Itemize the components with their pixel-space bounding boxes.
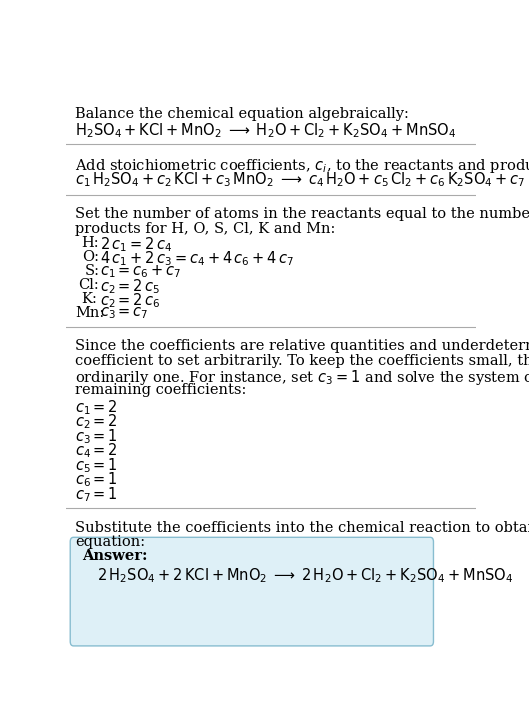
Text: Mn:: Mn:	[75, 305, 104, 320]
Text: K:: K:	[81, 292, 97, 305]
Text: equation:: equation:	[75, 535, 145, 549]
Text: products for H, O, S, Cl, K and Mn:: products for H, O, S, Cl, K and Mn:	[75, 222, 335, 236]
Text: Since the coefficients are relative quantities and underdetermined, choose a: Since the coefficients are relative quan…	[75, 339, 529, 353]
Text: $4\,c_1 + 2\,c_3 = c_4 + 4\,c_6 + 4\,c_7$: $4\,c_1 + 2\,c_3 = c_4 + 4\,c_6 + 4\,c_7…	[100, 249, 294, 268]
Text: remaining coefficients:: remaining coefficients:	[75, 383, 247, 397]
Text: $c_7 = 1$: $c_7 = 1$	[75, 485, 118, 504]
Text: Answer:: Answer:	[83, 549, 148, 563]
Text: $c_1\,\mathrm{H_2SO_4} + c_2\,\mathrm{KCl} + c_3\,\mathrm{MnO_2} \;\longrightarr: $c_1\,\mathrm{H_2SO_4} + c_2\,\mathrm{KC…	[75, 170, 529, 189]
Text: Substitute the coefficients into the chemical reaction to obtain the balanced: Substitute the coefficients into the che…	[75, 521, 529, 534]
FancyBboxPatch shape	[70, 537, 433, 646]
Text: $c_6 = 1$: $c_6 = 1$	[75, 470, 118, 489]
Text: $c_1 = 2$: $c_1 = 2$	[75, 398, 118, 417]
Text: $2\,c_1 = 2\,c_4$: $2\,c_1 = 2\,c_4$	[100, 236, 172, 254]
Text: $c_3 = 1$: $c_3 = 1$	[75, 427, 118, 446]
Text: $c_5 = 1$: $c_5 = 1$	[75, 456, 118, 475]
Text: S:: S:	[85, 264, 100, 278]
Text: $c_2 = 2\,c_5$: $c_2 = 2\,c_5$	[100, 278, 160, 297]
Text: $\mathrm{H_2SO_4 + KCl + MnO_2 \;\longrightarrow\; H_2O + Cl_2 + K_2SO_4 + MnSO_: $\mathrm{H_2SO_4 + KCl + MnO_2 \;\longri…	[75, 121, 457, 140]
Text: Cl:: Cl:	[78, 278, 99, 292]
Text: $c_2 = 2$: $c_2 = 2$	[75, 412, 118, 431]
Text: ordinarily one. For instance, set $c_3 = 1$ and solve the system of equations fo: ordinarily one. For instance, set $c_3 =…	[75, 369, 529, 387]
Text: O:: O:	[81, 249, 99, 264]
Text: Balance the chemical equation algebraically:: Balance the chemical equation algebraica…	[75, 108, 409, 121]
Text: $2\,\mathrm{H_2SO_4} + 2\,\mathrm{KCl} + \mathrm{MnO_2} \;\longrightarrow\; 2\,\: $2\,\mathrm{H_2SO_4} + 2\,\mathrm{KCl} +…	[97, 566, 513, 585]
Text: $c_2 = 2\,c_6$: $c_2 = 2\,c_6$	[100, 292, 160, 310]
Text: $c_1 = c_6 + c_7$: $c_1 = c_6 + c_7$	[100, 264, 181, 281]
Text: Add stoichiometric coefficients, $c_i$, to the reactants and products:: Add stoichiometric coefficients, $c_i$, …	[75, 156, 529, 174]
Text: $c_4 = 2$: $c_4 = 2$	[75, 441, 118, 460]
Text: $c_3 = c_7$: $c_3 = c_7$	[100, 305, 148, 321]
Text: H:: H:	[81, 236, 99, 249]
Text: Set the number of atoms in the reactants equal to the number of atoms in the: Set the number of atoms in the reactants…	[75, 207, 529, 221]
Text: coefficient to set arbitrarily. To keep the coefficients small, the arbitrary va: coefficient to set arbitrarily. To keep …	[75, 354, 529, 368]
